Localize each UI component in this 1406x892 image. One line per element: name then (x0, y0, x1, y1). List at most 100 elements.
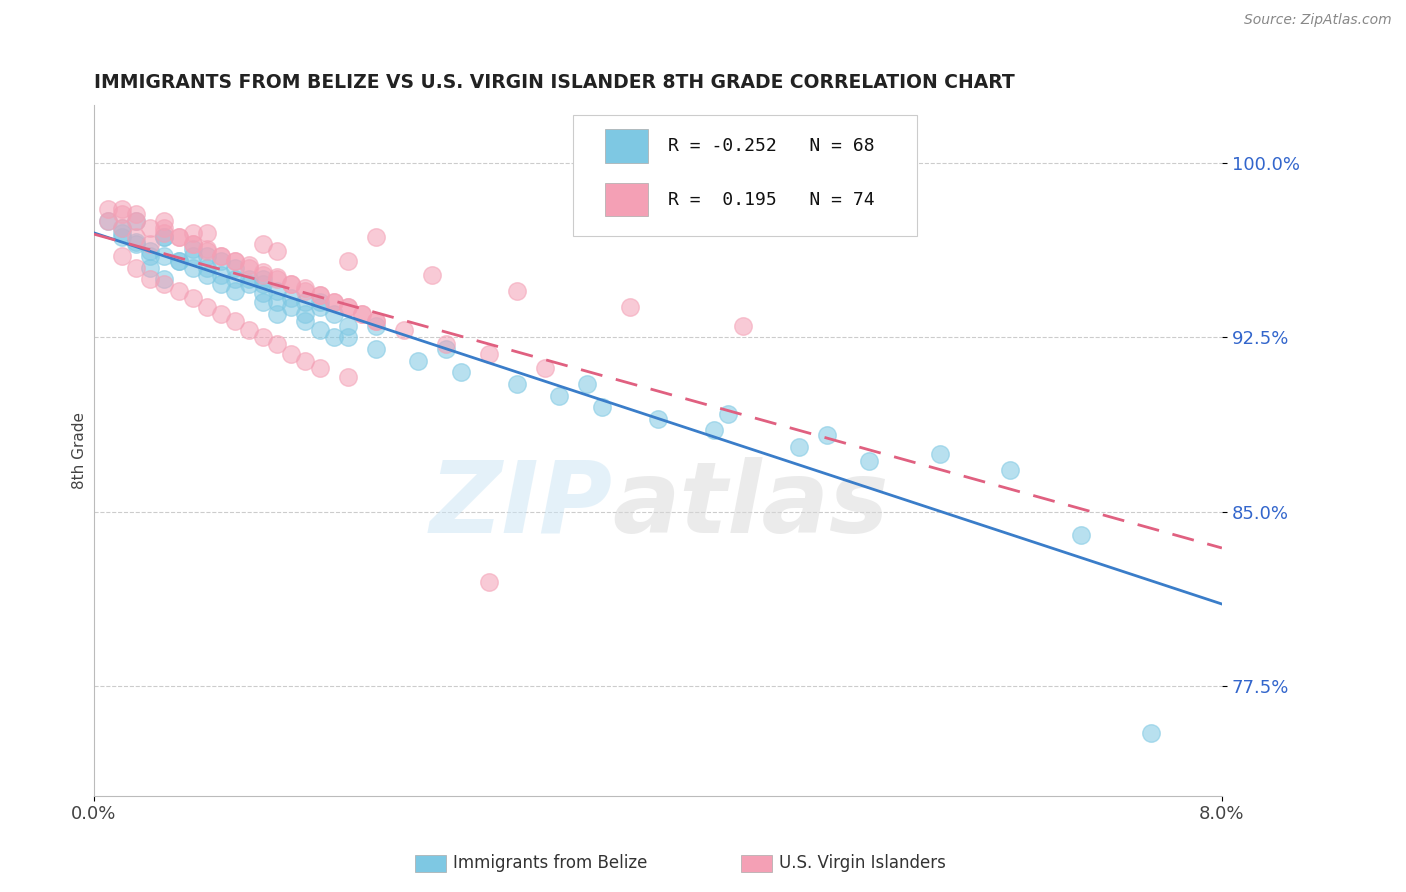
Point (450, 365, 472, 379)
Point (139, 260, 162, 275)
Point (266, 284, 288, 298)
Point (322, 295, 344, 310)
Point (322, 295, 344, 310)
Text: atlas: atlas (613, 457, 889, 554)
Text: U.S. Virgin Islanders: U.S. Virgin Islanders (779, 855, 946, 872)
Text: R = -0.252   N = 68: R = -0.252 N = 68 (668, 137, 875, 155)
Point (436, 337, 458, 351)
Point (858, 453, 880, 467)
Point (336, 253, 359, 268)
Point (392, 323, 415, 337)
Point (209, 307, 232, 321)
Point (238, 258, 260, 272)
Point (506, 376, 529, 391)
FancyBboxPatch shape (574, 115, 917, 236)
Point (224, 260, 246, 275)
Point (181, 242, 204, 256)
Point (252, 330, 274, 344)
Point (336, 300, 359, 314)
Point (336, 300, 359, 314)
Point (181, 260, 204, 275)
Point (252, 295, 274, 310)
Point (139, 244, 162, 259)
Point (209, 249, 232, 263)
Point (308, 288, 330, 302)
Point (591, 400, 613, 414)
Point (97, 214, 120, 228)
Point (252, 277, 274, 291)
Point (139, 249, 162, 263)
Point (308, 323, 330, 337)
Point (195, 242, 218, 256)
Point (406, 353, 429, 368)
Point (153, 272, 176, 286)
Point (224, 253, 246, 268)
Point (717, 407, 740, 421)
Point (294, 281, 316, 295)
Point (167, 253, 190, 268)
Point (731, 318, 754, 333)
Point (238, 272, 260, 286)
Point (364, 314, 387, 328)
Point (350, 307, 373, 321)
Point (266, 244, 288, 259)
Point (266, 307, 288, 321)
Point (280, 291, 302, 305)
Point (252, 265, 274, 279)
Point (181, 291, 204, 305)
Point (787, 440, 810, 454)
Point (928, 447, 950, 461)
Point (181, 249, 204, 263)
Point (97, 202, 120, 217)
Point (209, 249, 232, 263)
Point (224, 314, 246, 328)
Point (280, 277, 302, 291)
Point (111, 202, 134, 217)
Point (1000, 463, 1022, 477)
Point (619, 300, 641, 314)
Point (294, 295, 316, 310)
Point (139, 272, 162, 286)
Point (125, 207, 148, 221)
Point (195, 260, 218, 275)
Point (815, 428, 838, 442)
Point (195, 268, 218, 282)
Point (153, 226, 176, 240)
Point (209, 268, 232, 282)
Point (252, 286, 274, 301)
Point (238, 277, 260, 291)
Point (364, 314, 387, 328)
Point (153, 230, 176, 244)
Point (153, 221, 176, 235)
Point (478, 574, 501, 589)
Point (647, 411, 669, 425)
Point (224, 253, 246, 268)
FancyBboxPatch shape (605, 183, 648, 216)
Point (308, 295, 330, 310)
Point (181, 237, 204, 252)
Point (1140, 726, 1163, 740)
Point (266, 295, 288, 310)
Text: Immigrants from Belize: Immigrants from Belize (453, 855, 647, 872)
Point (195, 249, 218, 263)
Point (266, 269, 288, 284)
Point (350, 307, 373, 321)
Text: ZIP: ZIP (430, 457, 613, 554)
Point (336, 318, 359, 333)
Point (238, 323, 260, 337)
Point (238, 260, 260, 275)
Point (195, 244, 218, 259)
Point (576, 376, 599, 391)
Point (111, 207, 134, 221)
Point (125, 235, 148, 249)
Point (336, 370, 359, 384)
Point (252, 237, 274, 252)
Point (506, 284, 529, 298)
Text: IMMIGRANTS FROM BELIZE VS U.S. VIRGIN ISLANDER 8TH GRADE CORRELATION CHART: IMMIGRANTS FROM BELIZE VS U.S. VIRGIN IS… (94, 73, 1015, 92)
Point (153, 249, 176, 263)
Point (153, 277, 176, 291)
Point (153, 230, 176, 244)
Point (280, 300, 302, 314)
Point (420, 268, 443, 282)
Point (252, 268, 274, 282)
